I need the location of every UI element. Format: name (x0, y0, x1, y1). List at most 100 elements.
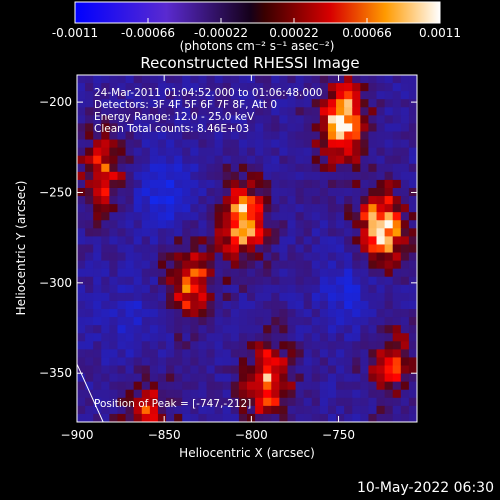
heatmap-cell (255, 115, 264, 125)
heatmap-cell (109, 300, 119, 310)
heatmap-cell (352, 220, 361, 229)
heatmap-cell (263, 292, 272, 302)
heatmap-cell (303, 292, 313, 302)
y-tick-label: −300 (39, 276, 72, 290)
heatmap-cell (287, 187, 297, 197)
heatmap-cell (376, 373, 386, 383)
heatmap-cell (368, 244, 378, 254)
heatmap-cell (287, 179, 297, 189)
heatmap-cell (85, 405, 94, 415)
heatmap-cell (85, 75, 94, 84)
heatmap-cell (400, 99, 410, 108)
heatmap-cell (157, 268, 167, 278)
heatmap-cell (77, 268, 86, 278)
heatmap-cell (77, 333, 86, 342)
heatmap-cell (109, 349, 119, 359)
heatmap-cell (376, 123, 386, 133)
heatmap-cell (327, 204, 337, 213)
heatmap-cell (408, 292, 417, 302)
heatmap-cell (174, 204, 183, 213)
heatmap-cell (279, 155, 289, 165)
heatmap-cell (93, 83, 102, 92)
heatmap-cell (222, 300, 232, 310)
heatmap-cell (376, 260, 386, 270)
colorbar-tick-label: -0.0011 (52, 26, 98, 40)
heatmap-cell (376, 107, 386, 116)
heatmap-cell (344, 83, 353, 92)
heatmap-cell (295, 325, 305, 334)
heatmap-cell (336, 179, 345, 189)
heatmap-cell (376, 252, 386, 262)
heatmap-cell (222, 309, 232, 318)
heatmap-cell (360, 107, 370, 116)
heatmap-cell (117, 244, 127, 254)
heatmap-cell (263, 123, 272, 133)
heatmap-cell (303, 220, 313, 229)
heatmap-cell (408, 405, 417, 415)
heatmap-cell (400, 131, 410, 141)
heatmap-cell (141, 131, 151, 141)
heatmap-cell (206, 284, 216, 294)
heatmap-cell (287, 284, 297, 294)
heatmap-cell (303, 204, 313, 213)
heatmap-cell (190, 397, 200, 407)
heatmap-cell (311, 171, 321, 181)
heatmap-cell (101, 228, 110, 237)
heatmap-cell (141, 91, 151, 100)
heatmap-cell (271, 220, 280, 229)
heatmap-cell (117, 147, 127, 157)
heatmap-cell (368, 373, 378, 383)
heatmap-cell (238, 236, 248, 246)
heatmap-cell (352, 99, 361, 108)
heatmap-cell (384, 179, 394, 189)
heatmap-cell (368, 91, 378, 100)
heatmap-cell (214, 357, 224, 367)
heatmap-cell (133, 155, 143, 165)
heatmap-cell (238, 147, 248, 157)
heatmap-cell (327, 268, 337, 278)
heatmap-cell (190, 83, 200, 92)
heatmap-cell (368, 123, 378, 133)
heatmap-cell (279, 99, 289, 108)
heatmap-cell (166, 187, 175, 197)
heatmap-cell (182, 131, 191, 141)
heatmap-cell (327, 75, 337, 84)
heatmap-cell (336, 317, 345, 326)
heatmap-cell (408, 349, 417, 359)
heatmap-cell (214, 123, 224, 133)
heatmap-cell (384, 317, 394, 326)
heatmap-cell (125, 91, 135, 100)
heatmap-cell (149, 107, 159, 116)
heatmap-cell (271, 196, 280, 205)
heatmap-cell (384, 115, 394, 125)
heatmap-cell (376, 381, 386, 391)
heatmap-cell (327, 171, 337, 181)
heatmap-cell (319, 196, 329, 205)
heatmap-cell (149, 131, 159, 141)
heatmap-cell (222, 365, 232, 375)
heatmap-cell (279, 220, 289, 229)
heatmap-cell (157, 365, 167, 375)
heatmap-cell (336, 123, 345, 133)
colorbar-tick-label: 0.0011 (419, 26, 461, 40)
heatmap-cell (344, 155, 353, 165)
heatmap-cell (214, 196, 224, 205)
heatmap-cell (368, 147, 378, 157)
heatmap-cell (93, 244, 102, 254)
heatmap-cell (93, 268, 102, 278)
heatmap-cell (360, 163, 370, 173)
heatmap-cell (247, 220, 256, 229)
heatmap-cell (198, 196, 208, 205)
heatmap-cell (117, 309, 127, 318)
heatmap-cell (93, 373, 102, 383)
heatmap-cell (279, 196, 289, 205)
heatmap-cell (376, 333, 386, 342)
heatmap-cell (303, 317, 313, 326)
heatmap-cell (303, 196, 313, 205)
heatmap-cell (77, 115, 86, 125)
heatmap-cell (85, 365, 94, 375)
heatmap-cell (344, 139, 353, 149)
heatmap-cell (336, 260, 345, 270)
heatmap-cell (77, 349, 86, 359)
heatmap-cell (125, 236, 135, 246)
